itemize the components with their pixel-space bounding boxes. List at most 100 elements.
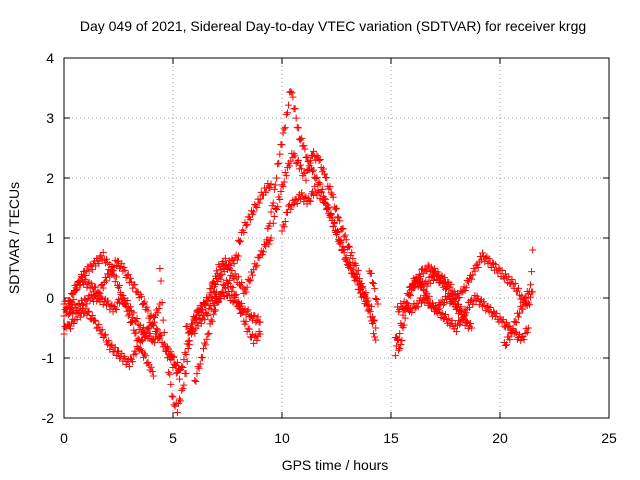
data-point-marker: [468, 324, 476, 332]
data-point-marker: [60, 330, 68, 338]
data-point-marker: [282, 111, 290, 119]
data-point-marker: [250, 339, 258, 347]
data-point-marker: [214, 270, 222, 278]
data-point-marker: [205, 329, 213, 337]
data-point-marker: [228, 266, 236, 274]
data-point-marker: [204, 312, 212, 320]
x-tick-label: 10: [274, 430, 290, 446]
data-point-marker: [327, 209, 335, 217]
y-tick-label: 4: [46, 50, 54, 66]
data-point-marker: [293, 123, 301, 131]
data-point-marker: [344, 242, 352, 250]
data-point-marker: [334, 227, 342, 235]
data-point-marker: [273, 174, 281, 182]
data-point-marker: [276, 150, 284, 158]
data-point-marker: [262, 188, 270, 196]
data-point-marker: [281, 169, 289, 177]
data-point-marker: [515, 313, 523, 321]
data-point-marker: [191, 376, 199, 384]
data-point-marker: [446, 321, 454, 329]
data-point-marker: [221, 254, 229, 262]
data-point-marker: [359, 289, 367, 297]
data-point-marker: [141, 298, 149, 306]
data-point-marker: [191, 314, 199, 322]
data-point-marker: [430, 276, 438, 284]
data-point-marker: [410, 284, 418, 292]
data-point-marker: [84, 308, 92, 316]
data-point-marker: [115, 348, 122, 356]
x-tick-label: 15: [383, 430, 399, 446]
data-point-marker: [258, 251, 266, 259]
data-point-marker: [226, 276, 234, 284]
data-point-marker: [165, 345, 173, 353]
data-point-marker: [243, 221, 251, 229]
data-point-marker: [193, 370, 201, 378]
data-point-marker: [316, 155, 324, 163]
data-point-marker: [176, 375, 184, 383]
data-point-marker: [159, 316, 167, 324]
data-point-marker: [365, 306, 373, 314]
data-point-marker: [280, 178, 288, 186]
data-point-marker: [234, 273, 242, 281]
data-point-marker: [157, 277, 165, 285]
data-point-marker: [60, 312, 68, 320]
data-point-marker: [508, 276, 516, 284]
data-point-marker: [518, 292, 526, 300]
data-point-marker: [419, 280, 427, 288]
data-point-marker: [267, 180, 275, 188]
data-point-marker: [118, 259, 126, 267]
data-point-marker: [281, 217, 289, 225]
data-point-marker: [330, 220, 338, 228]
data-point-marker: [269, 219, 277, 227]
data-point-marker: [366, 313, 374, 321]
data-point-marker: [246, 216, 254, 224]
data-point-marker: [363, 302, 371, 310]
data-point-marker: [453, 301, 461, 309]
data-point-marker: [86, 261, 94, 269]
data-point-marker: [276, 196, 284, 204]
data-point-marker: [527, 281, 535, 289]
data-point-marker: [509, 326, 517, 334]
data-point-marker: [516, 309, 524, 317]
data-point-marker: [401, 306, 409, 314]
data-point-marker: [228, 287, 236, 295]
data-point-marker: [233, 256, 241, 264]
data-point-marker: [217, 290, 225, 298]
data-point-marker: [137, 293, 145, 301]
data-point-marker: [522, 294, 530, 302]
data-point-marker: [252, 263, 260, 271]
x-tick-label: 25: [601, 430, 617, 446]
data-point-marker: [329, 193, 337, 201]
data-point-marker: [469, 271, 477, 279]
data-point-marker: [395, 336, 403, 344]
data-point-marker: [171, 362, 179, 370]
data-point-marker: [168, 392, 176, 400]
data-point-marker: [107, 302, 115, 310]
data-point-marker: [413, 277, 421, 285]
data-point-marker: [464, 278, 472, 286]
data-point-marker: [371, 285, 379, 293]
data-point-marker: [230, 260, 238, 268]
data-point-marker: [323, 206, 331, 214]
data-point-marker: [305, 196, 313, 204]
data-point-marker: [336, 240, 344, 248]
data-point-marker: [104, 340, 112, 348]
chart-title: Day 049 of 2021, Sidereal Day-to-day VTE…: [80, 18, 586, 34]
data-point-marker: [189, 320, 197, 328]
data-point-marker: [519, 305, 527, 313]
axis-ticks: 0 5 10 15 20 25 -2 -1 0 1 2 3 4: [42, 50, 617, 446]
x-tick-label: 20: [492, 430, 508, 446]
data-point-marker: [269, 199, 277, 207]
data-point-marker: [312, 175, 320, 183]
data-point-marker: [275, 159, 283, 167]
data-point-marker: [72, 284, 80, 292]
data-point-marker: [287, 88, 295, 96]
data-point-marker: [210, 280, 218, 288]
data-point-marker: [482, 254, 490, 262]
y-tick-label: 2: [46, 170, 54, 186]
data-point-marker: [165, 368, 173, 376]
data-point-marker: [154, 326, 162, 334]
data-point-marker: [447, 289, 455, 297]
data-point-marker: [287, 157, 295, 165]
data-point-marker: [243, 283, 251, 291]
